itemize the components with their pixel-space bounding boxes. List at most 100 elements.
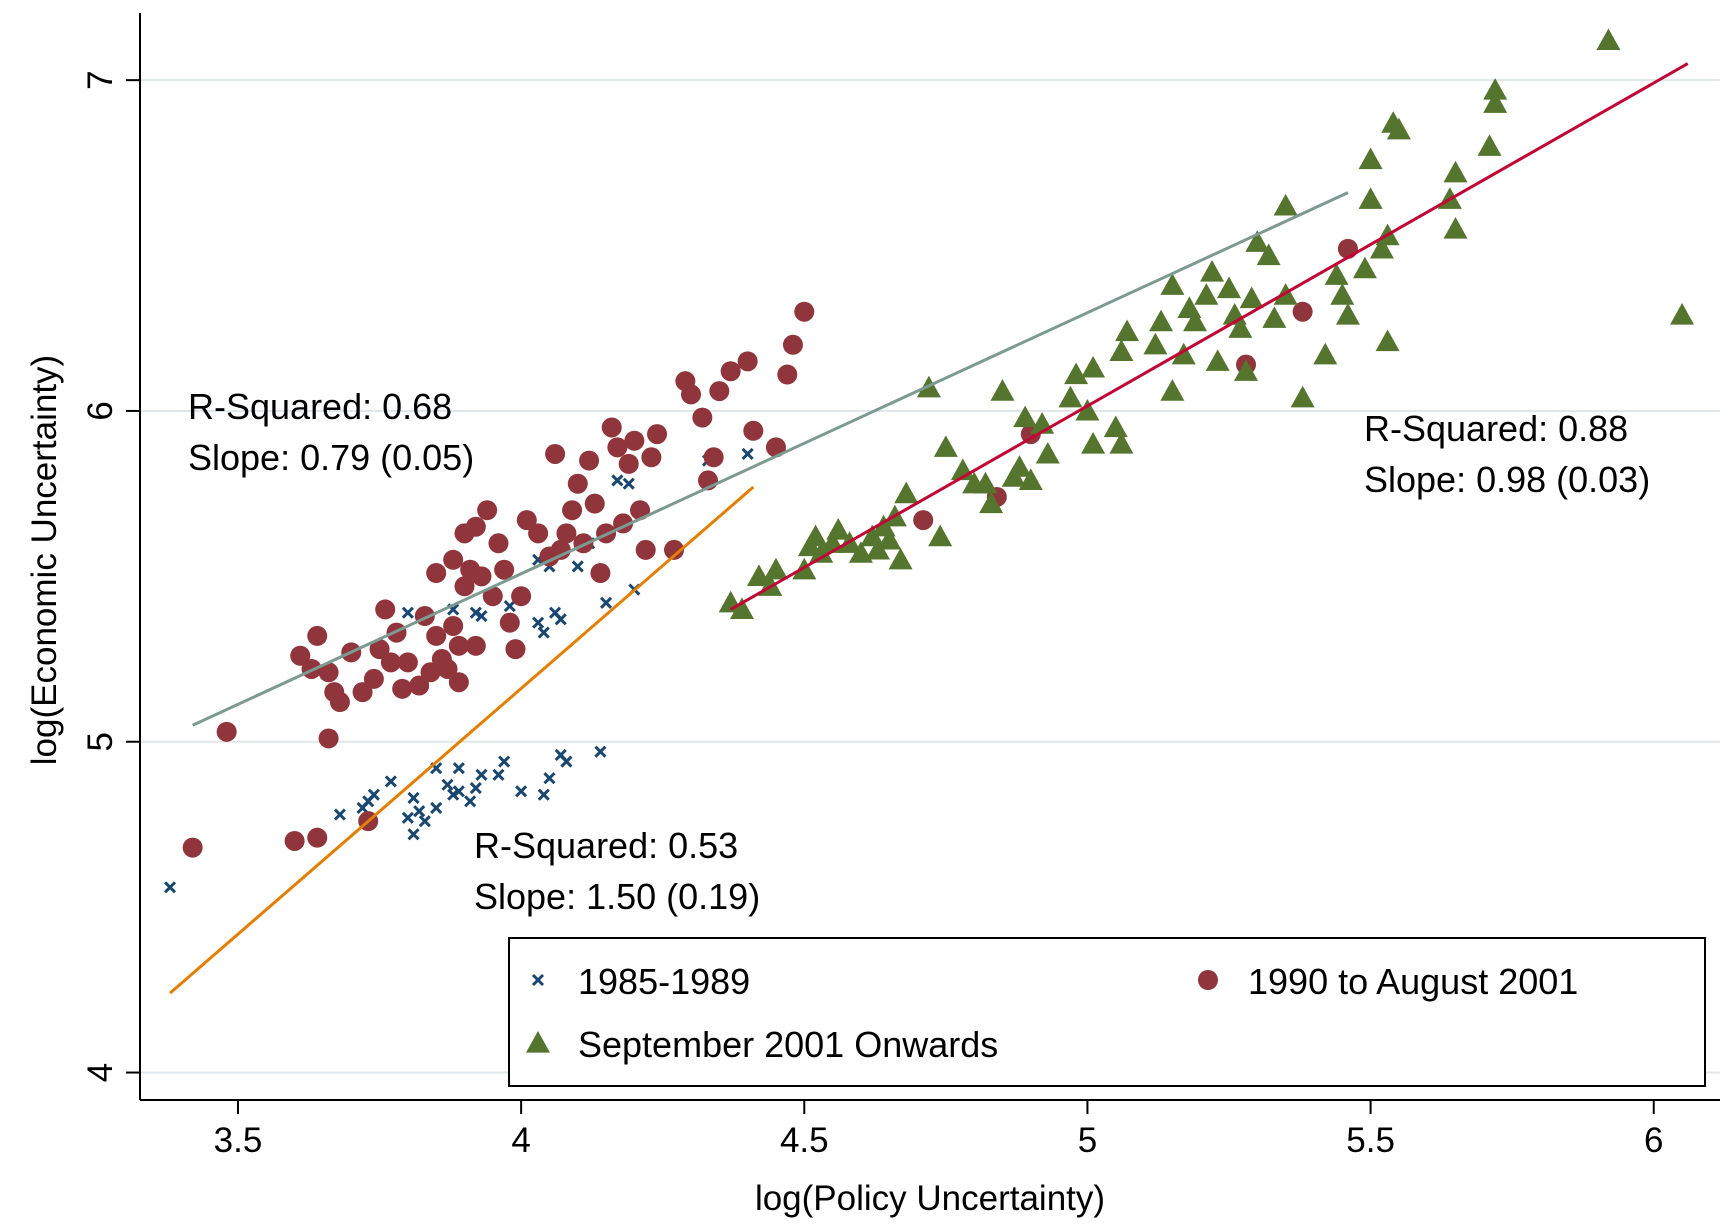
point bbox=[1273, 193, 1298, 216]
point bbox=[363, 668, 384, 689]
point bbox=[418, 815, 431, 828]
x-tick-label: 4 bbox=[511, 1121, 530, 1160]
point bbox=[1352, 256, 1377, 279]
point bbox=[1375, 329, 1400, 352]
y-tick-label: 7 bbox=[81, 70, 120, 89]
point bbox=[594, 745, 607, 758]
point bbox=[1290, 385, 1315, 408]
point bbox=[777, 364, 798, 385]
point bbox=[380, 652, 401, 673]
point bbox=[1183, 309, 1208, 332]
point bbox=[618, 453, 639, 474]
point bbox=[384, 775, 397, 788]
point bbox=[794, 301, 815, 322]
legend-marker bbox=[526, 1031, 550, 1053]
point bbox=[590, 563, 611, 584]
point bbox=[1035, 441, 1060, 464]
point bbox=[537, 626, 550, 639]
point bbox=[401, 811, 414, 824]
point bbox=[413, 805, 426, 818]
annotation: Slope: 0.79 (0.05) bbox=[188, 437, 474, 478]
point bbox=[973, 471, 998, 494]
point bbox=[1171, 342, 1196, 365]
point bbox=[448, 672, 469, 693]
point bbox=[182, 837, 203, 858]
annotation: R-Squared: 0.68 bbox=[188, 386, 452, 427]
x-axis-title: log(Policy Uncertainty) bbox=[755, 1179, 1105, 1218]
legend-marker bbox=[1198, 970, 1218, 990]
point bbox=[877, 527, 902, 550]
point bbox=[737, 351, 758, 372]
legend: 1985-1989 1990 to August 2001 September 20… bbox=[508, 937, 1706, 1087]
point bbox=[1018, 468, 1043, 491]
point bbox=[307, 827, 328, 848]
legend-label: 1990 to August 2001 bbox=[1248, 961, 1578, 1002]
point bbox=[1443, 217, 1468, 239]
point bbox=[1477, 134, 1502, 156]
point bbox=[709, 381, 730, 402]
point bbox=[1483, 78, 1508, 100]
y-tick-label: 4 bbox=[81, 1063, 120, 1082]
point bbox=[454, 576, 475, 597]
x-tick-label: 5 bbox=[1078, 1121, 1097, 1160]
point bbox=[448, 635, 469, 656]
point bbox=[664, 539, 685, 560]
point bbox=[528, 523, 549, 544]
point bbox=[494, 559, 515, 580]
point bbox=[1358, 187, 1383, 209]
point bbox=[681, 384, 702, 405]
point bbox=[624, 430, 645, 451]
point bbox=[1075, 398, 1100, 421]
point bbox=[979, 491, 1004, 514]
point bbox=[1058, 385, 1083, 408]
point bbox=[765, 437, 786, 458]
point bbox=[452, 762, 465, 775]
fit-line bbox=[192, 191, 1349, 727]
point bbox=[515, 785, 528, 798]
point bbox=[720, 361, 741, 382]
point bbox=[516, 510, 537, 531]
y-tick-label: 5 bbox=[81, 732, 120, 751]
point bbox=[537, 788, 550, 801]
point bbox=[635, 539, 656, 560]
legend-marker bbox=[531, 973, 545, 987]
annotation: R-Squared: 0.88 bbox=[1364, 408, 1628, 449]
point bbox=[554, 613, 567, 626]
point bbox=[369, 639, 390, 660]
point bbox=[443, 549, 464, 570]
point bbox=[1200, 260, 1225, 282]
point bbox=[511, 586, 532, 607]
point bbox=[1262, 306, 1287, 328]
point bbox=[1109, 432, 1134, 454]
point bbox=[464, 795, 477, 808]
point bbox=[465, 635, 486, 656]
legend-box bbox=[508, 937, 1706, 1087]
point bbox=[888, 547, 913, 570]
point bbox=[1194, 283, 1219, 305]
point bbox=[729, 597, 754, 620]
x-tick-label: 6 bbox=[1644, 1121, 1663, 1160]
point bbox=[441, 778, 454, 791]
point bbox=[1064, 362, 1089, 385]
point bbox=[397, 652, 418, 673]
point bbox=[611, 474, 624, 487]
point bbox=[492, 768, 505, 781]
point bbox=[307, 625, 328, 646]
point bbox=[1324, 263, 1349, 285]
annotation: Slope: 0.98 (0.03) bbox=[1364, 459, 1650, 500]
point bbox=[607, 437, 628, 458]
point bbox=[1292, 301, 1313, 322]
point bbox=[579, 450, 600, 471]
point bbox=[1081, 432, 1106, 454]
point bbox=[407, 791, 420, 805]
point bbox=[622, 477, 635, 490]
point bbox=[1103, 415, 1128, 438]
point bbox=[163, 881, 177, 894]
point bbox=[505, 639, 526, 660]
x-tick-label: 5.5 bbox=[1346, 1121, 1395, 1160]
point bbox=[475, 609, 488, 623]
point bbox=[571, 560, 584, 573]
point bbox=[692, 407, 713, 428]
point bbox=[498, 755, 511, 768]
point bbox=[375, 599, 396, 620]
